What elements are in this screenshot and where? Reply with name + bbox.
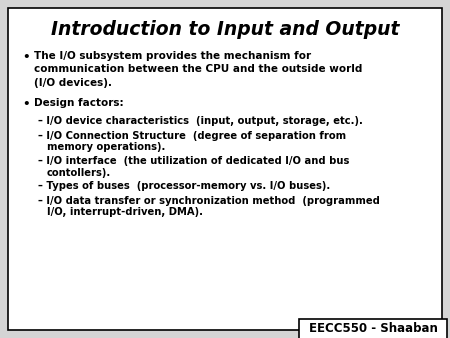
FancyBboxPatch shape bbox=[8, 8, 442, 330]
Text: – I/O Connection Structure  (degree of separation from: – I/O Connection Structure (degree of se… bbox=[38, 131, 346, 141]
Text: •: • bbox=[22, 98, 30, 111]
Text: – I/O data transfer or synchronization method  (programmed: – I/O data transfer or synchronization m… bbox=[38, 196, 380, 206]
Text: I/O, interrupt-driven, DMA).: I/O, interrupt-driven, DMA). bbox=[47, 208, 203, 217]
Text: communication between the CPU and the outside world: communication between the CPU and the ou… bbox=[34, 65, 362, 74]
Text: – I/O interface  (the utilization of dedicated I/O and bus: – I/O interface (the utilization of dedi… bbox=[38, 156, 349, 166]
FancyBboxPatch shape bbox=[299, 319, 447, 338]
Text: memory operations).: memory operations). bbox=[47, 142, 166, 152]
Text: – Types of buses  (processor-memory vs. I/O buses).: – Types of buses (processor-memory vs. I… bbox=[38, 182, 330, 191]
Text: Design factors:: Design factors: bbox=[34, 98, 124, 108]
Text: Introduction to Input and Output: Introduction to Input and Output bbox=[51, 20, 399, 39]
Text: The I/O subsystem provides the mechanism for: The I/O subsystem provides the mechanism… bbox=[34, 51, 311, 61]
Text: (I/O devices).: (I/O devices). bbox=[34, 78, 112, 88]
Text: •: • bbox=[22, 51, 30, 64]
Text: contollers).: contollers). bbox=[47, 168, 111, 178]
Text: EECC550 - Shaaban: EECC550 - Shaaban bbox=[309, 322, 437, 336]
Text: – I/O device characteristics  (input, output, storage, etc.).: – I/O device characteristics (input, out… bbox=[38, 116, 363, 126]
